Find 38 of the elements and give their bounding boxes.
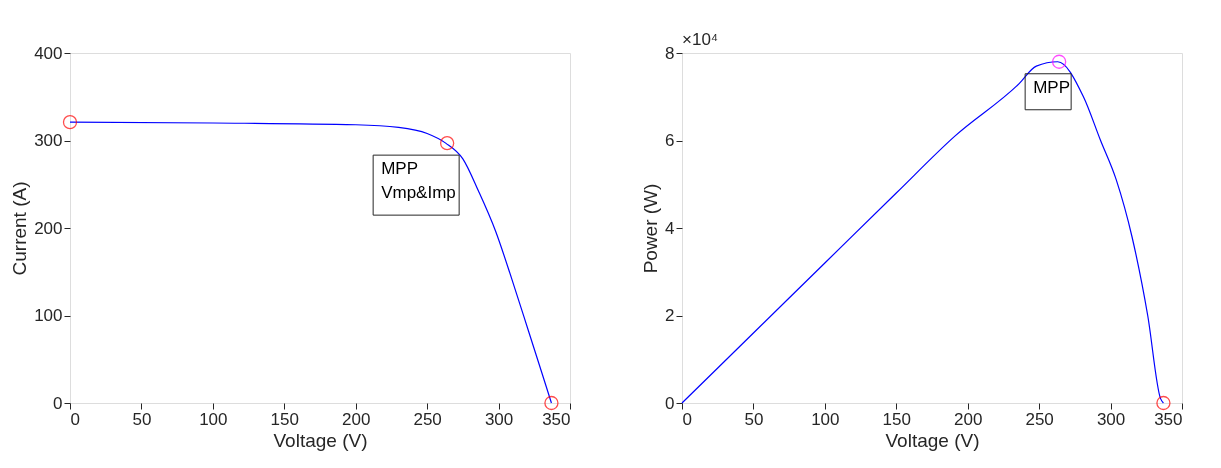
x-tick-label: 350 [1154,409,1183,429]
x-tick-label: 100 [811,409,840,429]
point [544,395,559,411]
point [439,135,455,151]
x-axis-title: Voltage (V) [885,429,980,451]
y-tick-label: 4 [665,218,675,238]
x-tick-label: 200 [954,409,983,429]
line-series [681,61,1165,404]
x-tick-label: 300 [484,409,514,429]
y-tick-label: 2 [665,306,675,325]
annotation: MPP Vmp&Imp [381,159,456,203]
text: ×10⁴ [682,30,719,49]
y-tick-label: 100 [34,306,63,325]
y-tick-label: 300 [34,131,63,150]
y-axis-title: Power (W) [640,183,662,274]
x-tick-label: 250 [413,409,442,429]
x-tick-label: 50 [744,409,764,429]
point [62,114,78,130]
y-tick-label: 400 [34,43,63,63]
x-tick-label: 350 [542,409,571,429]
x-axis-title: Voltage (V) [273,429,368,451]
y-tick-label: 0 [53,393,63,413]
x-tick-label: 0 [70,409,80,429]
y-axis-title: Current (A) [9,181,31,276]
y-tick-label: 200 [34,218,63,238]
annotation: MPP [1033,77,1070,97]
x-tick-label: 50 [132,409,152,429]
x-tick-label: 250 [1025,409,1054,429]
x-tick-label: 200 [342,409,371,429]
line-series [69,121,553,404]
x-tick-label: 150 [882,409,911,429]
x-tick-label: 300 [1096,409,1126,429]
x-tick-label: 100 [199,409,228,429]
y-tick-label: 0 [665,393,675,413]
y-tick-label: 6 [665,131,675,150]
y-tick-label: 8 [665,43,675,63]
x-tick-label: 0 [682,409,692,429]
x-tick-label: 150 [270,409,299,429]
